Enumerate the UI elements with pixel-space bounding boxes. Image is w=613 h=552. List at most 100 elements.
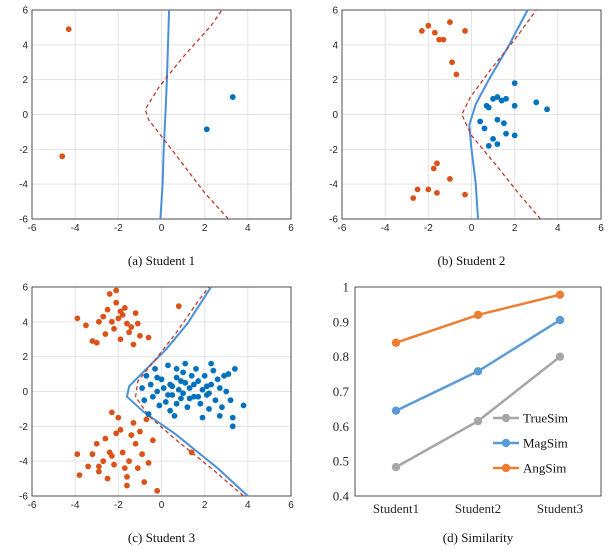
point-class-b — [143, 372, 150, 379]
point-class-b — [216, 385, 223, 391]
point-class-b — [223, 388, 230, 395]
y-tick-label: -2 — [19, 422, 28, 433]
point-class-b — [216, 412, 223, 419]
point-class-b — [485, 104, 492, 111]
panel-caption: (a) Student 1 — [128, 253, 195, 268]
point-class-b — [229, 423, 236, 430]
point-class-b — [190, 381, 197, 388]
point-class-b — [494, 116, 501, 123]
point-class-b — [229, 414, 236, 421]
axes-box — [354, 286, 602, 497]
point-class-b — [219, 404, 225, 411]
y-tick-label: -6 — [19, 492, 28, 503]
decision-boundary — [159, 9, 171, 220]
point-class-a — [149, 437, 156, 444]
point-class-a — [139, 451, 145, 458]
series-point-truesim — [473, 416, 483, 426]
series-point-magsim — [473, 367, 483, 376]
axes-box — [341, 9, 602, 220]
series-point-magsim — [391, 406, 401, 415]
point-class-a — [134, 465, 141, 472]
point-class-a — [130, 341, 137, 348]
point-class-a — [115, 315, 122, 322]
point-class-a — [126, 458, 133, 465]
point-class-a — [425, 22, 432, 29]
x-tick-label: -2 — [114, 500, 123, 511]
legend-label: MagSim — [523, 436, 568, 451]
series-point-truesim — [391, 462, 401, 472]
y-tick-label: -6 — [329, 215, 338, 226]
point-class-a — [124, 482, 130, 489]
point-class-a — [74, 315, 81, 322]
point-class-b — [186, 385, 193, 391]
point-class-a — [65, 26, 72, 33]
point-class-a — [132, 440, 139, 447]
y-tick-label: 0.6 — [333, 419, 350, 434]
point-class-a — [117, 308, 124, 315]
x-tick-label: -4 — [71, 223, 80, 234]
point-class-a — [434, 189, 440, 196]
x-tick-label: Student1 — [373, 501, 419, 516]
point-class-b — [173, 365, 180, 372]
point-class-a — [100, 313, 107, 320]
point-class-b — [171, 412, 178, 419]
panel-1: -6 -4 -2 0 2 4 6 -6 -4 -2 0 2 4 6 (a) Student 1 — [19, 6, 294, 269]
point-class-b — [195, 393, 202, 400]
y-tick-label: 6 — [22, 283, 28, 294]
point-class-a — [100, 458, 107, 465]
point-class-b — [145, 411, 152, 418]
point-class-a — [117, 426, 124, 433]
point-class-b — [169, 383, 176, 390]
point-class-b — [178, 378, 184, 384]
point-class-a — [130, 419, 137, 426]
y-tick-label: -2 — [329, 145, 338, 156]
point-class-a — [137, 428, 143, 435]
point-class-b — [197, 400, 204, 407]
point-class-b — [141, 397, 148, 404]
axes-box — [31, 286, 292, 497]
point-class-a — [128, 432, 135, 438]
series-point-angsim — [473, 310, 483, 320]
point-class-b — [203, 126, 210, 133]
y-tick-label: -2 — [19, 145, 28, 156]
x-tick-label: 6 — [598, 223, 604, 234]
point-class-a — [447, 19, 453, 26]
point-class-b — [240, 402, 247, 409]
point-class-a — [121, 305, 128, 311]
point-class-a — [462, 28, 468, 34]
x-tick-label: 2 — [202, 223, 208, 234]
point-class-a — [132, 310, 139, 317]
point-class-b — [186, 395, 193, 402]
point-class-a — [154, 487, 161, 494]
point-class-a — [462, 191, 468, 198]
point-class-a — [102, 331, 109, 337]
y-tick-label: -4 — [19, 457, 28, 468]
axes-box — [31, 9, 292, 220]
point-class-b — [229, 94, 236, 100]
point-class-b — [511, 102, 518, 109]
point-class-b — [485, 142, 492, 149]
point-class-b — [180, 369, 186, 376]
y-tick-label: 2 — [332, 75, 338, 86]
point-class-a — [121, 465, 128, 472]
point-class-a — [102, 435, 109, 442]
point-class-a — [143, 416, 150, 423]
legend-swatch-marker — [501, 438, 511, 448]
point-class-a — [115, 414, 122, 421]
point-class-b — [477, 118, 484, 125]
point-class-b — [225, 371, 232, 377]
series-point-magsim — [555, 315, 565, 325]
point-class-b — [195, 378, 202, 384]
point-class-b — [180, 390, 186, 397]
true-boundary — [461, 9, 542, 220]
x-tick-label: Student2 — [455, 501, 501, 516]
point-class-a — [117, 336, 124, 343]
point-class-b — [165, 392, 171, 398]
point-class-b — [231, 365, 238, 372]
point-class-b — [214, 376, 221, 383]
true-boundary — [134, 286, 244, 497]
point-class-b — [162, 399, 169, 405]
point-class-a — [434, 160, 440, 167]
point-class-b — [494, 94, 501, 100]
